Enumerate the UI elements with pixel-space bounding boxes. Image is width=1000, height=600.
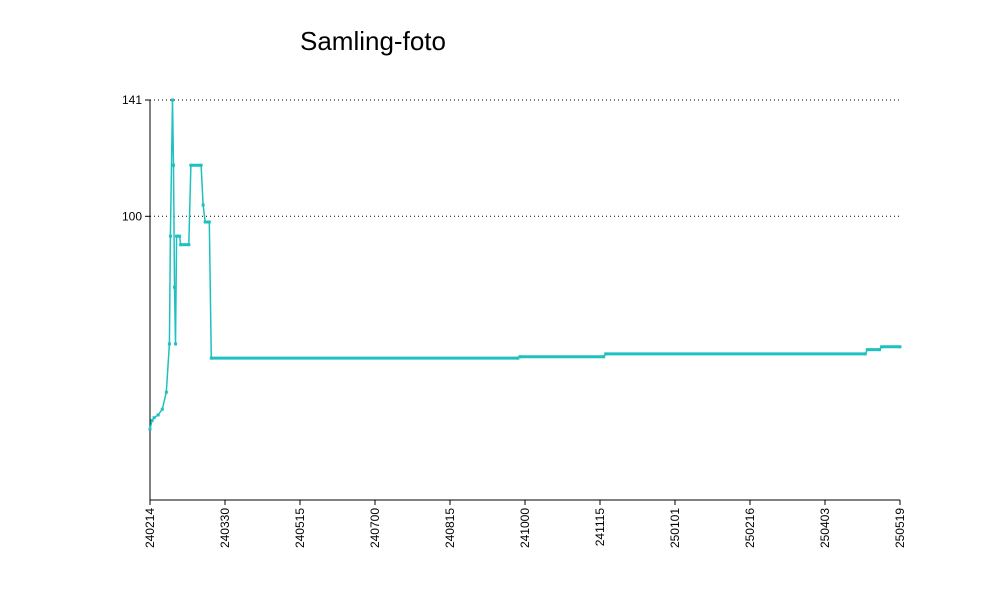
data-point (178, 234, 182, 238)
data-point (602, 355, 606, 359)
data-point (167, 342, 171, 346)
data-point (865, 348, 869, 352)
x-tick-label: 240330 (218, 508, 232, 548)
data-point (199, 163, 203, 167)
data-point (168, 234, 172, 238)
data-point (187, 243, 191, 247)
data-point (170, 98, 174, 102)
x-tick-label: 240515 (293, 508, 307, 548)
data-point (207, 220, 211, 224)
data-point (156, 413, 160, 417)
x-tick-label: 241115 (593, 508, 607, 547)
data-point (174, 342, 178, 346)
data-point (518, 355, 522, 359)
data-point (189, 163, 193, 167)
data-point (898, 345, 902, 349)
x-tick-label: 240700 (368, 508, 382, 548)
data-point (172, 163, 176, 167)
axes (149, 100, 900, 501)
y-tick-label: 100 (122, 209, 142, 223)
data-point (164, 390, 168, 394)
data-point (173, 285, 177, 289)
y-tick-label: 141 (122, 93, 142, 107)
data-point (160, 407, 164, 411)
x-tick-label: 250216 (743, 508, 757, 548)
gridlines (150, 99, 900, 217)
data-point (516, 356, 520, 360)
data-point (179, 243, 183, 247)
data-point (863, 352, 867, 356)
data-point (203, 220, 207, 224)
x-tick-label: 250403 (818, 508, 832, 548)
data-point (150, 419, 154, 423)
data-point (175, 234, 179, 238)
data-point (880, 345, 884, 349)
data-point (209, 356, 213, 360)
x-tick-label: 240815 (443, 508, 457, 548)
data-point (604, 352, 608, 356)
x-tick-label: 250519 (893, 508, 907, 548)
data-point (148, 427, 152, 431)
y-ticks: 141 100 (122, 93, 150, 223)
x-ticks: 240214 240330 240515 240700 240815 241000 2411… (143, 500, 907, 548)
x-tick-label: 241000 (518, 508, 532, 548)
data-point (201, 203, 205, 207)
x-tick-label: 250101 (668, 508, 682, 548)
series-line (149, 99, 900, 430)
data-point (152, 416, 156, 420)
x-tick-label: 240214 (143, 508, 157, 548)
data-point (878, 348, 882, 352)
series-group (148, 98, 902, 431)
chart-title: Samling-foto (300, 26, 446, 56)
